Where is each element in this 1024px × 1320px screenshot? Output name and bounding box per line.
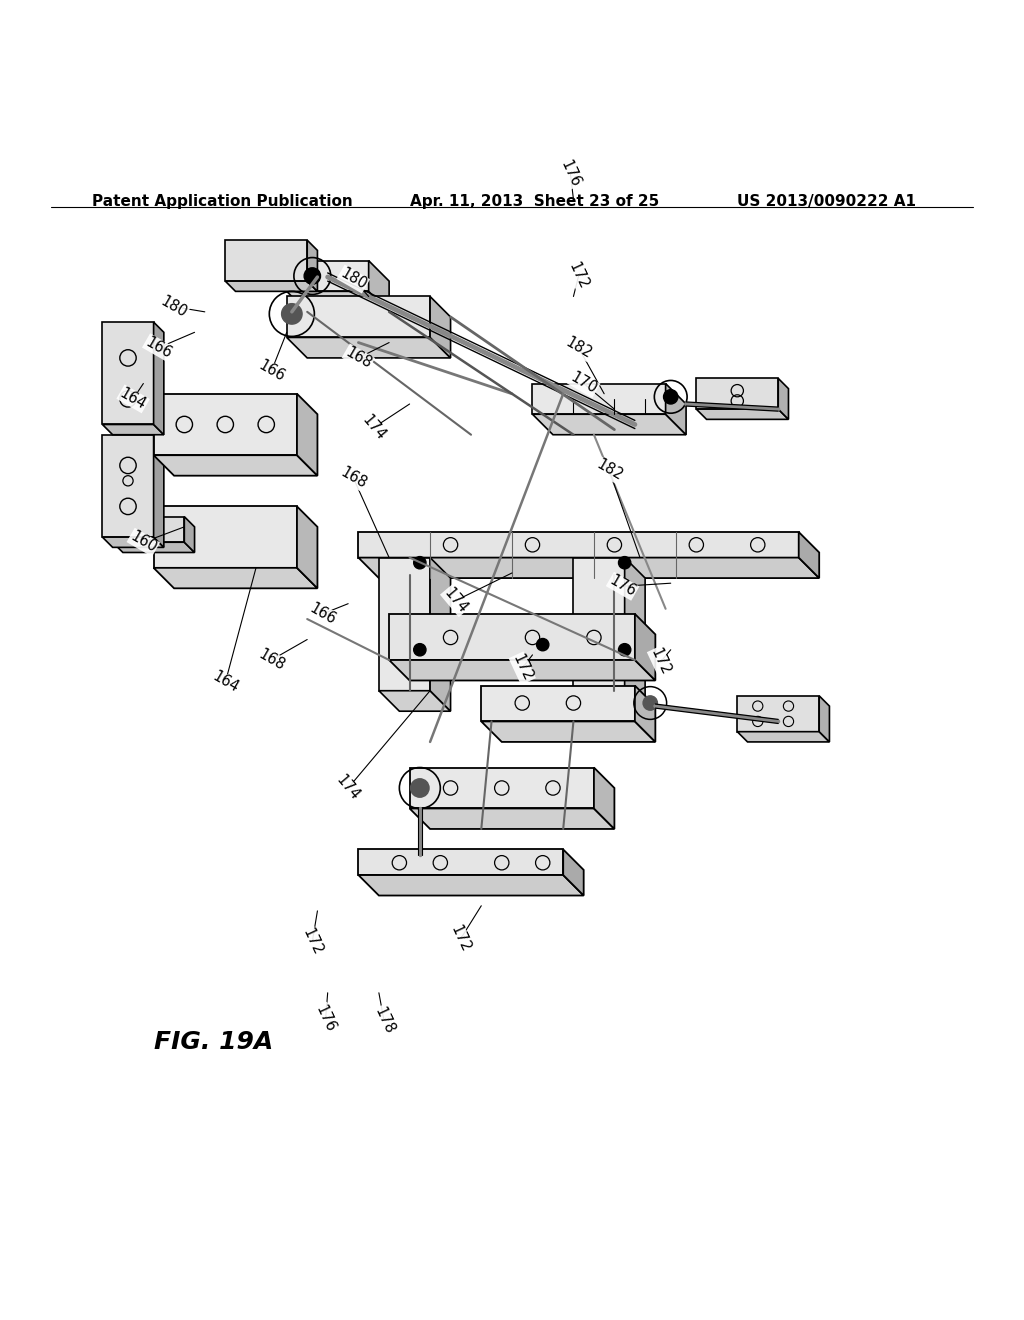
- Polygon shape: [573, 557, 625, 690]
- Polygon shape: [481, 685, 635, 722]
- Text: 164: 164: [118, 385, 148, 412]
- Polygon shape: [410, 767, 594, 808]
- Polygon shape: [778, 379, 788, 420]
- Text: 166: 166: [307, 601, 338, 627]
- Polygon shape: [358, 532, 799, 557]
- Polygon shape: [481, 722, 655, 742]
- Polygon shape: [563, 850, 584, 895]
- Text: 170: 170: [567, 370, 600, 397]
- Polygon shape: [225, 281, 317, 292]
- Text: 182: 182: [594, 457, 625, 484]
- Polygon shape: [184, 516, 195, 553]
- Text: 176: 176: [313, 1003, 338, 1034]
- Polygon shape: [287, 338, 451, 358]
- Polygon shape: [799, 532, 819, 578]
- Text: 168: 168: [338, 465, 369, 491]
- Polygon shape: [369, 260, 389, 312]
- Text: 178: 178: [372, 1005, 396, 1036]
- Text: 182: 182: [563, 334, 594, 362]
- Polygon shape: [154, 568, 317, 589]
- Polygon shape: [297, 507, 317, 589]
- Polygon shape: [287, 292, 389, 312]
- Circle shape: [304, 268, 321, 284]
- Polygon shape: [573, 690, 645, 711]
- Polygon shape: [287, 260, 369, 292]
- Text: FIG. 19A: FIG. 19A: [154, 1030, 272, 1055]
- Circle shape: [282, 304, 302, 325]
- Polygon shape: [358, 557, 819, 578]
- Circle shape: [411, 779, 429, 797]
- Polygon shape: [430, 557, 451, 711]
- Polygon shape: [819, 696, 829, 742]
- Circle shape: [664, 389, 678, 404]
- Text: 172: 172: [449, 923, 473, 954]
- Text: 160: 160: [128, 529, 159, 556]
- Text: 174: 174: [334, 772, 362, 804]
- Text: 168: 168: [343, 345, 374, 371]
- Polygon shape: [389, 660, 655, 681]
- Text: 172: 172: [648, 647, 673, 678]
- Polygon shape: [358, 875, 584, 895]
- Circle shape: [414, 557, 426, 569]
- Polygon shape: [102, 322, 154, 425]
- Polygon shape: [154, 455, 317, 475]
- Polygon shape: [102, 434, 154, 537]
- Polygon shape: [594, 767, 614, 829]
- Polygon shape: [287, 297, 430, 338]
- Polygon shape: [358, 850, 563, 875]
- Polygon shape: [430, 297, 451, 358]
- Text: 180: 180: [159, 293, 189, 321]
- Text: 172: 172: [300, 925, 325, 957]
- Polygon shape: [102, 425, 164, 434]
- Text: 172: 172: [510, 652, 535, 684]
- Polygon shape: [154, 507, 297, 568]
- Polygon shape: [102, 537, 164, 548]
- Polygon shape: [635, 685, 655, 742]
- Text: Patent Application Publication: Patent Application Publication: [92, 194, 353, 209]
- Polygon shape: [737, 731, 829, 742]
- Text: 166: 166: [256, 358, 287, 384]
- Polygon shape: [389, 614, 635, 660]
- Polygon shape: [379, 557, 430, 690]
- Text: 172: 172: [566, 260, 591, 292]
- Polygon shape: [154, 393, 297, 455]
- Circle shape: [414, 644, 426, 656]
- Circle shape: [618, 644, 631, 656]
- Circle shape: [537, 639, 549, 651]
- Polygon shape: [696, 409, 788, 420]
- Circle shape: [618, 557, 631, 569]
- Polygon shape: [666, 384, 686, 434]
- Polygon shape: [113, 543, 195, 553]
- Text: 168: 168: [256, 647, 287, 673]
- Text: Apr. 11, 2013  Sheet 23 of 25: Apr. 11, 2013 Sheet 23 of 25: [410, 194, 658, 209]
- Polygon shape: [225, 240, 307, 281]
- Polygon shape: [379, 690, 451, 711]
- Polygon shape: [625, 557, 645, 711]
- Text: US 2013/0090222 A1: US 2013/0090222 A1: [737, 194, 916, 209]
- Text: 180: 180: [338, 265, 369, 293]
- Polygon shape: [154, 434, 164, 548]
- Text: 176: 176: [558, 158, 583, 189]
- Text: 164: 164: [210, 669, 241, 696]
- Text: 174: 174: [441, 585, 470, 616]
- Text: 174: 174: [359, 412, 388, 444]
- Polygon shape: [696, 379, 778, 409]
- Text: 166: 166: [143, 334, 174, 362]
- Text: 176: 176: [607, 573, 638, 599]
- Polygon shape: [737, 696, 819, 731]
- Polygon shape: [532, 384, 666, 414]
- Polygon shape: [532, 414, 686, 434]
- Polygon shape: [297, 393, 317, 475]
- Polygon shape: [410, 808, 614, 829]
- Polygon shape: [113, 516, 184, 543]
- Polygon shape: [154, 322, 164, 434]
- Polygon shape: [635, 614, 655, 681]
- Circle shape: [643, 696, 657, 710]
- Polygon shape: [307, 240, 317, 292]
